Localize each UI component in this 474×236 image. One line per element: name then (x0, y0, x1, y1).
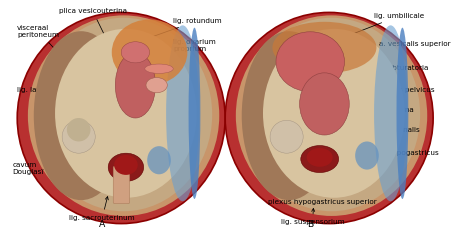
Ellipse shape (17, 13, 225, 223)
Text: lig. ovarium
proprium: lig. ovarium proprium (148, 39, 216, 59)
Ellipse shape (112, 19, 187, 85)
Ellipse shape (115, 52, 155, 118)
Text: a. vesicalis superior: a. vesicalis superior (352, 41, 450, 51)
Ellipse shape (273, 22, 376, 73)
Text: A: A (99, 220, 106, 229)
Ellipse shape (108, 153, 144, 181)
Ellipse shape (355, 141, 379, 170)
Text: cavum
Douglasï: cavum Douglasï (12, 162, 52, 175)
Ellipse shape (34, 31, 128, 200)
Ellipse shape (121, 42, 150, 63)
Text: tuba: tuba (128, 79, 152, 88)
Ellipse shape (55, 29, 197, 198)
Ellipse shape (146, 78, 167, 93)
Text: a. uterina: a. uterina (352, 107, 413, 115)
Text: lig. rotundum: lig. rotundum (148, 18, 222, 39)
Ellipse shape (276, 32, 345, 92)
Text: plexus pelvicus: plexus pelvicus (352, 87, 434, 96)
Text: plica vesicouterina: plica vesicouterina (59, 8, 127, 47)
Text: n. hypogastricus: n. hypogastricus (349, 150, 438, 156)
Text: ureter: ureter (126, 121, 158, 129)
Ellipse shape (236, 15, 427, 216)
Ellipse shape (307, 148, 333, 167)
Text: blaas: blaas (282, 51, 301, 60)
Text: lig. cardinale: lig. cardinale (125, 143, 182, 152)
Ellipse shape (270, 120, 303, 153)
Ellipse shape (166, 25, 199, 201)
Ellipse shape (242, 31, 336, 200)
Ellipse shape (35, 18, 212, 211)
Text: lig. suspensorium: lig. suspensorium (281, 208, 345, 225)
Text: visceraal
peritoneum: visceraal peritoneum (17, 25, 60, 54)
Ellipse shape (145, 64, 173, 73)
Ellipse shape (300, 73, 349, 135)
Text: lig. umbilicale: lig. umbilicale (342, 13, 424, 38)
Ellipse shape (243, 18, 420, 211)
Ellipse shape (62, 120, 95, 153)
Text: B: B (307, 220, 313, 229)
Ellipse shape (114, 155, 138, 175)
Ellipse shape (28, 15, 219, 216)
Text: a. vaginalis: a. vaginalis (352, 127, 419, 135)
Ellipse shape (397, 28, 408, 199)
Text: plexus hypogastricus superior: plexus hypogastricus superior (268, 189, 376, 206)
Ellipse shape (374, 25, 407, 201)
Ellipse shape (301, 146, 338, 173)
Text: lig. sacrouterinum: lig. sacrouterinum (70, 197, 135, 221)
Text: ovarium: ovarium (126, 100, 165, 108)
FancyBboxPatch shape (113, 166, 130, 204)
Ellipse shape (147, 146, 171, 174)
Ellipse shape (67, 118, 91, 141)
Ellipse shape (225, 13, 433, 223)
Ellipse shape (189, 28, 201, 199)
Text: a. obturatoria: a. obturatoria (352, 65, 428, 74)
Text: rectum: rectum (275, 120, 301, 128)
Text: uterus: uterus (280, 83, 303, 89)
Ellipse shape (263, 29, 405, 198)
Text: lig. latum: lig. latum (17, 87, 51, 96)
